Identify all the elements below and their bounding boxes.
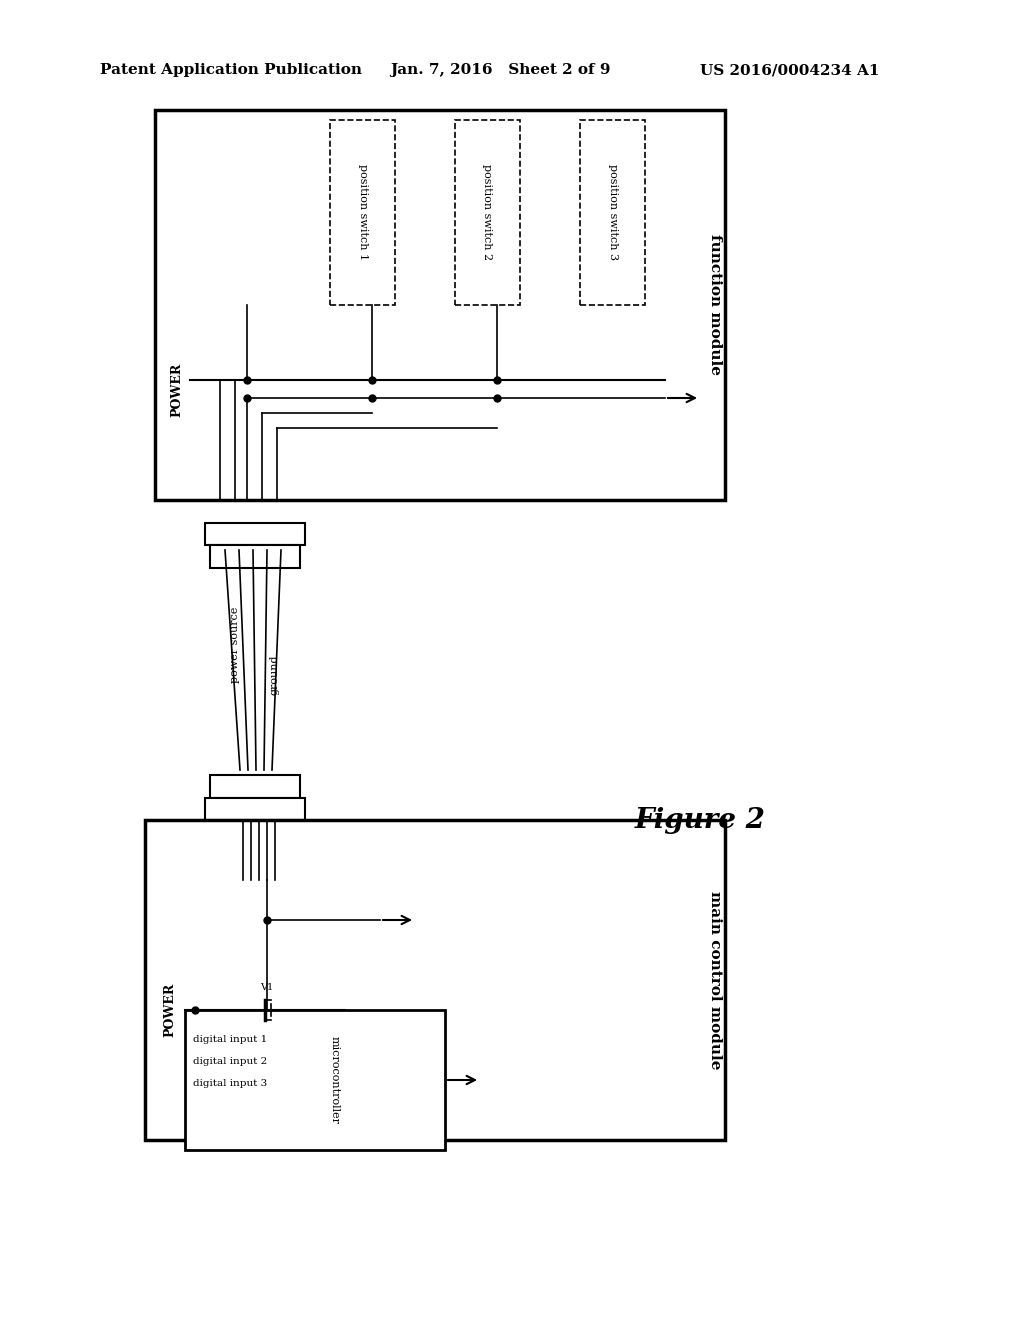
Bar <box>145 820 725 1140</box>
Text: US 2016/0004234 A1: US 2016/0004234 A1 <box>700 63 880 77</box>
Bar <box>580 120 645 305</box>
Text: Jan. 7, 2016   Sheet 2 of 9: Jan. 7, 2016 Sheet 2 of 9 <box>390 63 610 77</box>
Bar <box>455 120 520 305</box>
Text: power source: power source <box>230 607 240 684</box>
Text: position switch 3: position switch 3 <box>607 165 617 260</box>
Text: Patent Application Publication: Patent Application Publication <box>100 63 362 77</box>
Bar <box>210 775 300 797</box>
Bar <box>205 523 305 545</box>
Text: digital input 1: digital input 1 <box>193 1035 267 1044</box>
Text: V1: V1 <box>260 983 273 993</box>
Bar <box>185 1010 445 1150</box>
Text: function module: function module <box>708 235 722 375</box>
Text: microcontroller: microcontroller <box>330 1036 340 1125</box>
Text: POWER: POWER <box>171 363 183 417</box>
Text: digital input 2: digital input 2 <box>193 1057 267 1067</box>
Bar <box>210 545 300 568</box>
Bar <box>205 797 305 820</box>
Text: position switch 1: position switch 1 <box>357 165 368 260</box>
Text: position switch 2: position switch 2 <box>482 165 493 260</box>
Text: Figure 2: Figure 2 <box>635 807 765 833</box>
Bar <box>155 110 725 500</box>
Text: main control module: main control module <box>708 891 722 1069</box>
Text: ground: ground <box>270 655 280 696</box>
Text: digital input 3: digital input 3 <box>193 1080 267 1089</box>
Text: POWER: POWER <box>164 983 176 1038</box>
Bar <box>330 120 395 305</box>
